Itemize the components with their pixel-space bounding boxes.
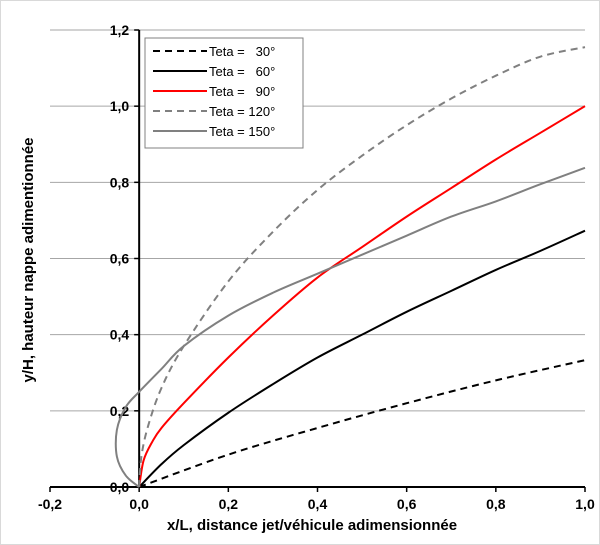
x-tick-label: 0,6 xyxy=(397,496,417,512)
legend-label-1: Teta = 30° xyxy=(209,44,275,59)
y-tick-label: 0,4 xyxy=(110,327,130,343)
x-tick-label: 0,0 xyxy=(129,496,149,512)
y-axis-title: y/H, hauteur nappe adimentionnée xyxy=(20,137,37,382)
series-line-3 xyxy=(138,105,586,488)
legend-label-4: Teta = 120° xyxy=(209,104,275,119)
x-tick-label: 0,2 xyxy=(219,496,239,512)
y-tick-label: 1,2 xyxy=(110,22,130,38)
y-tick-label: 0,6 xyxy=(110,251,130,267)
series-line-1 xyxy=(138,359,586,488)
legend-label-5: Teta = 150° xyxy=(209,124,275,139)
x-tick-label: 0,8 xyxy=(486,496,506,512)
series-layer xyxy=(114,46,586,488)
legend-box xyxy=(144,37,304,149)
y-tick-label: 0,8 xyxy=(110,174,130,190)
series-line-2 xyxy=(138,229,586,488)
series-line-5 xyxy=(114,166,586,488)
y-tick-label: 1,0 xyxy=(110,98,130,114)
x-axis-title: x/L, distance jet/véhicule adimensionnée xyxy=(167,517,457,534)
legend-label-2: Teta = 60° xyxy=(209,64,275,79)
y-tick-label: 0,0 xyxy=(110,479,130,495)
x-tick-label: 1,0 xyxy=(575,496,595,512)
legend-label-3: Teta = 90° xyxy=(209,84,275,99)
x-tick-label: 0,4 xyxy=(308,496,328,512)
y-tick-label: 0,2 xyxy=(110,403,130,419)
grid-layer xyxy=(50,29,585,412)
series-line-4 xyxy=(138,46,586,488)
axes-layer: -0,2 0,0 0,2 0,4 0,6 0,8 1,0 0,0 0,2 0,4 0,6 0,8 1,0… xyxy=(38,22,595,512)
legend: Teta = 30° Teta = 60° Teta = 90° Teta = 120… xyxy=(144,37,304,149)
x-tick-label: -0,2 xyxy=(38,496,62,512)
